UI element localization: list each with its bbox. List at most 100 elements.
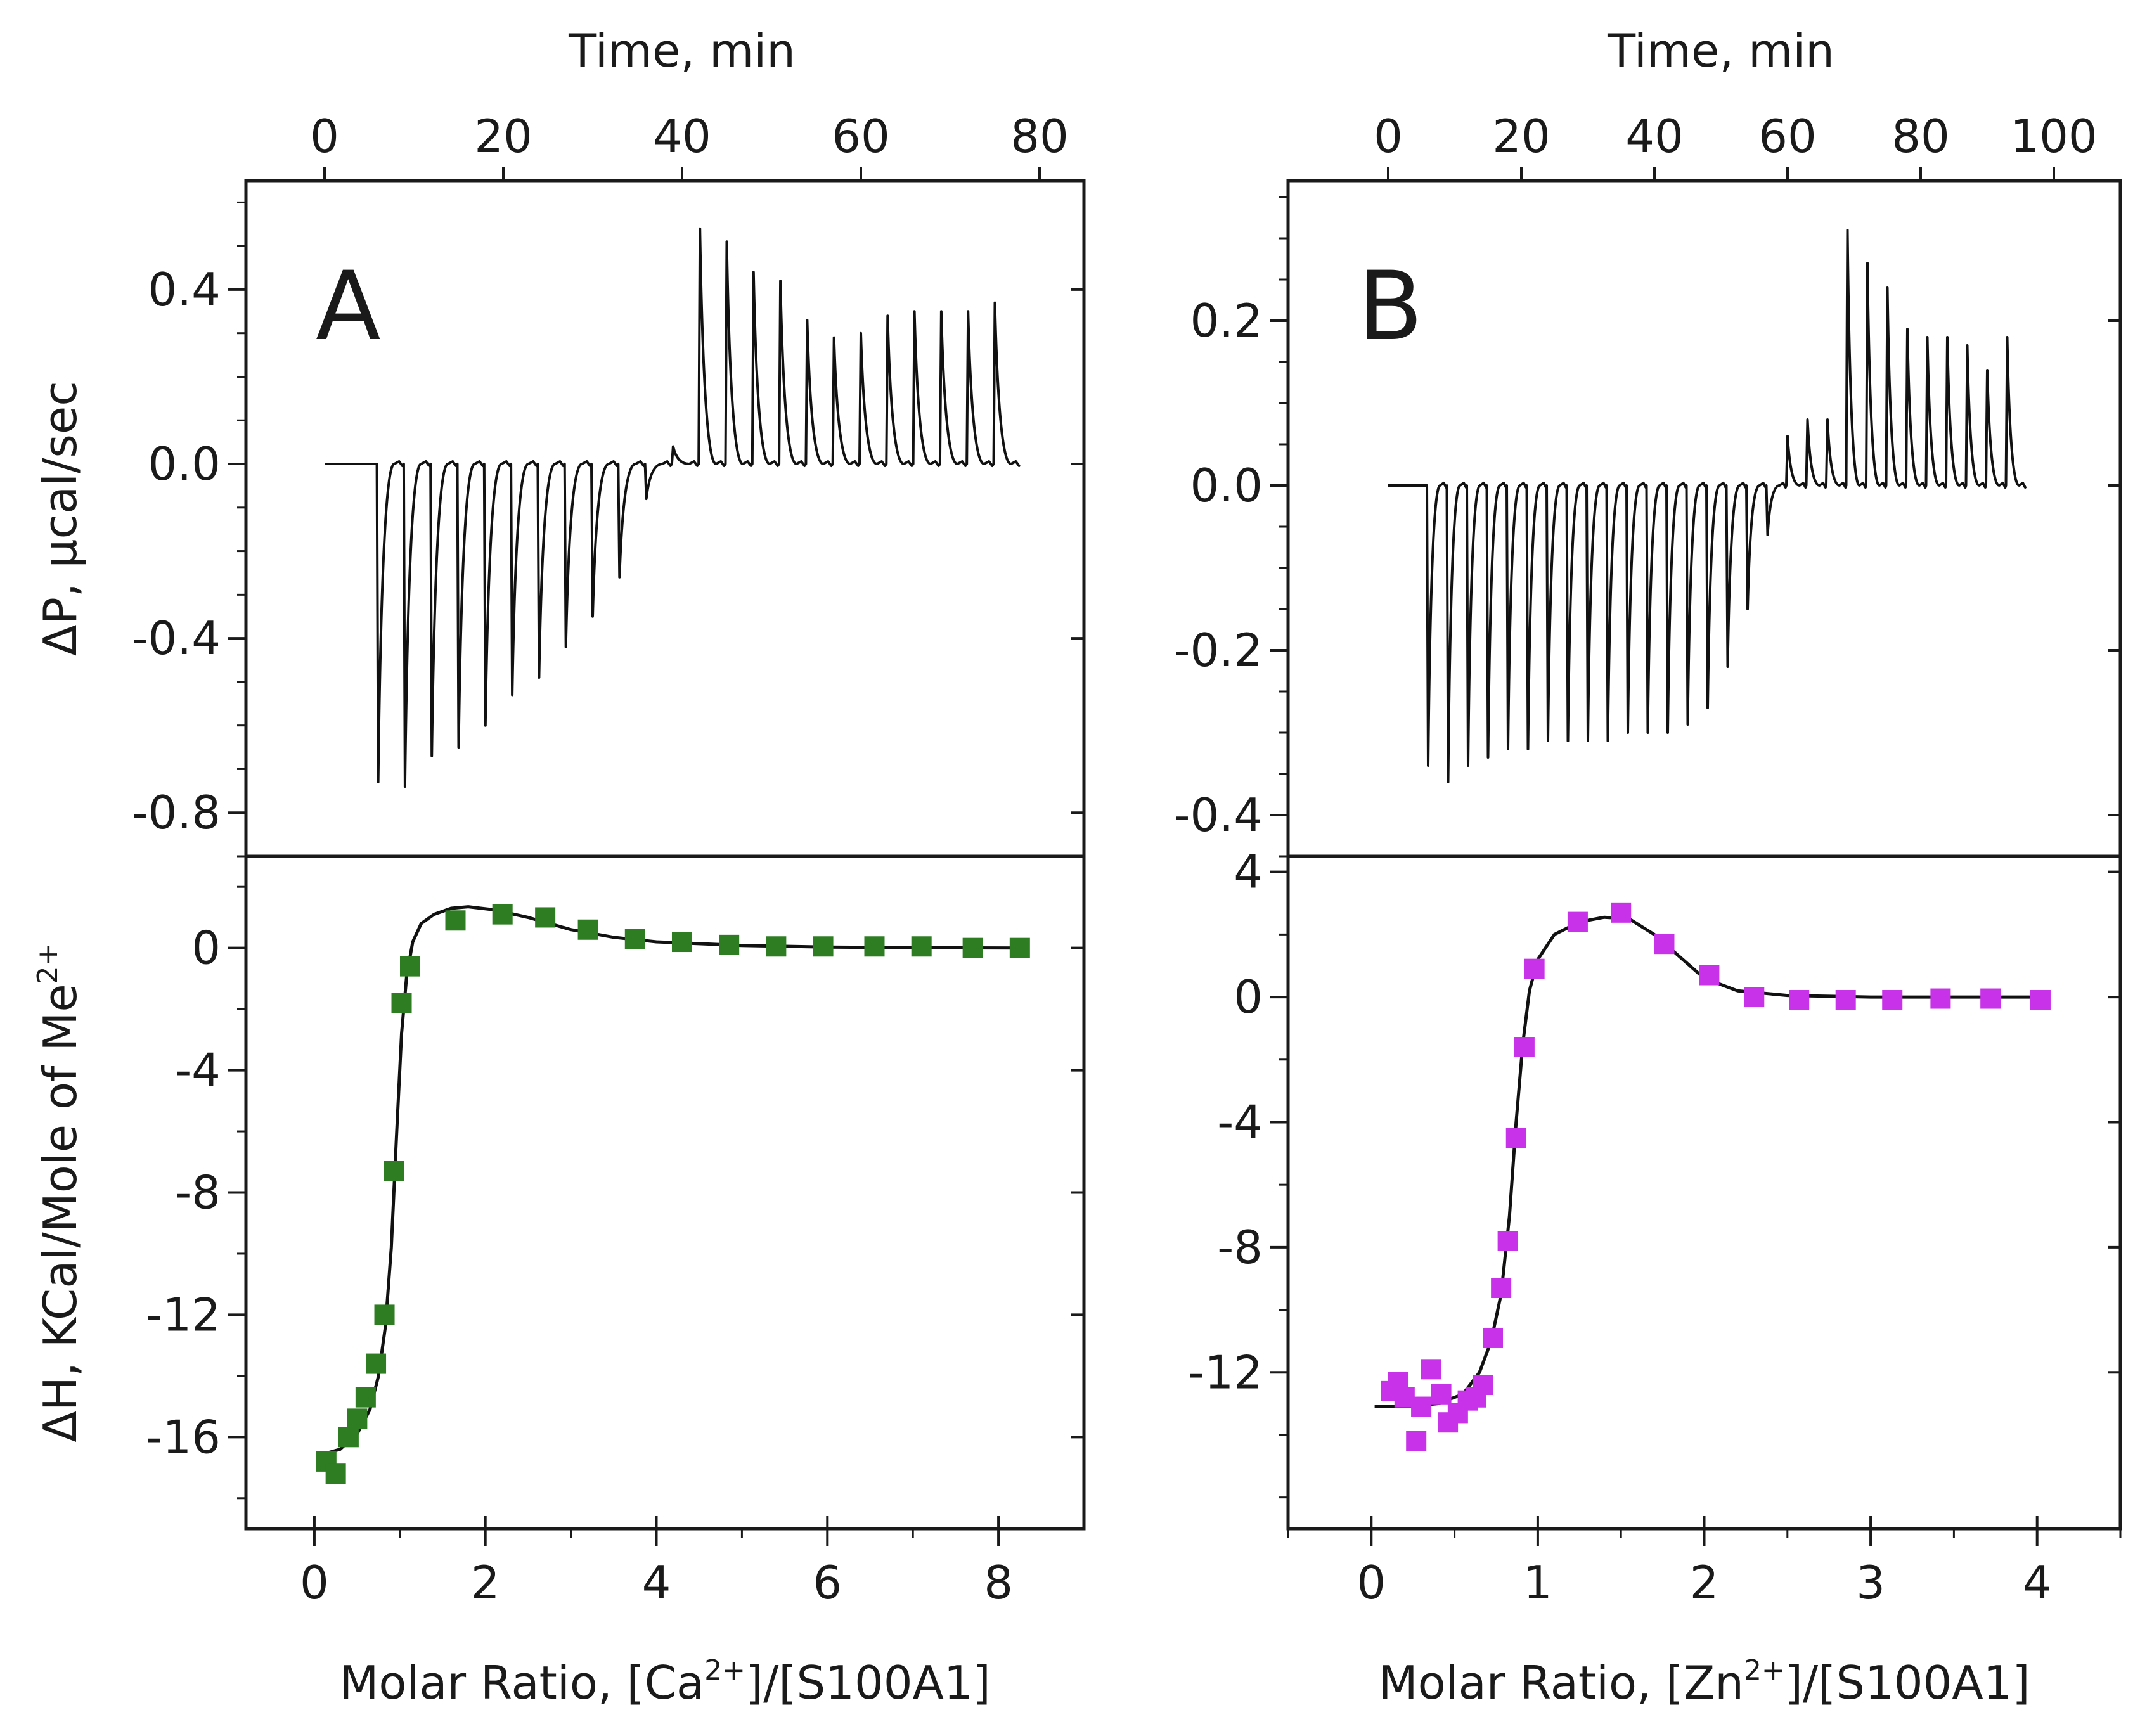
heat-data-point <box>347 1408 368 1429</box>
heat-data-point <box>1699 965 1720 986</box>
ratio-tick-label: 4 <box>642 1556 671 1609</box>
enthalpy-axis-title-sup: 2+ <box>32 942 64 984</box>
heat-data-point <box>374 1304 395 1325</box>
heat-data-point <box>766 936 787 957</box>
enthalpy-tick-label: -12 <box>146 1288 221 1341</box>
enthalpy-axis-title: ΔH, KCal/Mole of Me2+ <box>32 942 87 1442</box>
fit-curve <box>318 905 1024 1457</box>
heat-data-point <box>1980 988 2001 1009</box>
heat-data-point <box>2030 990 2051 1011</box>
heat-data-point <box>1421 1359 1441 1380</box>
enthalpy-tick-label: -12 <box>1188 1346 1263 1399</box>
heat-data-point <box>1567 911 1588 932</box>
time-tick-label: 80 <box>1010 110 1069 163</box>
panel-letter: B <box>1358 252 1423 362</box>
power-tick-label: -0.4 <box>1174 788 1263 842</box>
heat-data-point <box>1411 1396 1432 1417</box>
heat-data-point <box>1744 987 1765 1008</box>
enthalpy-tick-label: -16 <box>146 1410 221 1463</box>
heat-data-point <box>1514 1037 1535 1058</box>
heat-data-point <box>1491 1278 1512 1299</box>
time-tick-label: 60 <box>832 110 890 163</box>
ratio-tick-label: 2 <box>471 1556 500 1609</box>
heat-data-point <box>624 929 645 949</box>
ratio-tick-label: 3 <box>1856 1556 1885 1609</box>
heat-data-point <box>1009 937 1030 958</box>
power-tick-label: -0.8 <box>132 786 221 839</box>
thermogram-trace <box>325 227 1021 788</box>
power-tick-label: 0.0 <box>148 437 221 491</box>
ratio-axis-title: Molar Ratio, [Zn2+]/[S100A1] <box>1378 1654 2030 1709</box>
enthalpy-tick-label: -8 <box>175 1166 221 1219</box>
heat-data-point <box>338 1427 359 1448</box>
heat-data-point <box>1789 990 1810 1011</box>
heat-data-point <box>911 936 932 957</box>
ratio-tick-label: 0 <box>300 1556 329 1609</box>
heat-data-point <box>813 936 834 957</box>
ratio-tick-label: 0 <box>1357 1556 1386 1609</box>
heat-data-point <box>391 993 412 1013</box>
time-tick-label: 80 <box>1892 110 1950 163</box>
heat-data-point <box>325 1463 346 1484</box>
ratio-tick-label: 2 <box>1690 1556 1719 1609</box>
ratio-axis-title: Molar Ratio, [Ca2+]/[S100A1] <box>339 1654 991 1709</box>
time-axis-title: Time, min <box>1607 24 1834 77</box>
time-tick-label: 0 <box>310 110 339 163</box>
heat-data-point <box>1482 1327 1503 1348</box>
enthalpy-tick-label: 0 <box>1234 970 1263 1024</box>
power-axis-title: ΔP, μcal/sec <box>34 381 87 656</box>
heat-data-point <box>355 1387 376 1408</box>
ratio-axis-title-sup: 2+ <box>1744 1654 1785 1687</box>
heat-data-point <box>1473 1374 1493 1395</box>
heat-data-point <box>1654 934 1675 955</box>
power-tick-label: 0.2 <box>1190 294 1263 347</box>
enthalpy-tick-label: -4 <box>175 1044 221 1097</box>
power-tick-label: -0.2 <box>1174 624 1263 677</box>
heat-data-point <box>864 936 885 957</box>
time-tick-label: 20 <box>474 110 532 163</box>
ratio-axis-title-suffix: ]/[S100A1] <box>745 1656 991 1709</box>
time-tick-label: 20 <box>1492 110 1550 163</box>
power-tick-label: -0.4 <box>132 612 221 665</box>
time-tick-label: 40 <box>653 110 711 163</box>
power-tick-label: 0.0 <box>1190 459 1263 512</box>
ratio-axis-title-prefix: Molar Ratio, [Ca <box>339 1656 704 1709</box>
thermogram-trace <box>1388 229 2027 783</box>
heat-data-point <box>445 910 466 931</box>
ratio-tick-label: 8 <box>984 1556 1013 1609</box>
enthalpy-tick-label: -4 <box>1217 1095 1263 1148</box>
time-axis-title: Time, min <box>568 24 796 77</box>
heat-data-point <box>962 937 983 958</box>
enthalpy-tick-label: 0 <box>191 922 221 975</box>
heat-data-point <box>719 934 740 955</box>
ratio-tick-label: 1 <box>1523 1556 1552 1609</box>
ratio-axis-title-sup: 2+ <box>704 1654 745 1687</box>
heat-data-point <box>1431 1384 1452 1405</box>
enthalpy-axis-title-prefix: ΔH, KCal/Mole of Me <box>34 984 87 1442</box>
heat-data-point <box>384 1161 404 1181</box>
heat-data-point <box>1835 990 1856 1011</box>
time-tick-label: 40 <box>1625 110 1684 163</box>
heat-data-point <box>1505 1128 1526 1148</box>
time-tick-label: 100 <box>2010 110 2097 163</box>
enthalpy-tick-label: -8 <box>1217 1221 1263 1274</box>
ratio-tick-label: 4 <box>2023 1556 2052 1609</box>
heat-data-point <box>366 1353 387 1374</box>
heat-data-point <box>400 956 421 977</box>
heat-data-point <box>535 907 556 928</box>
panel-letter: A <box>316 252 381 362</box>
time-tick-label: 0 <box>1374 110 1403 163</box>
heat-data-point <box>492 904 513 925</box>
heat-data-point <box>1497 1230 1518 1251</box>
ratio-tick-label: 6 <box>813 1556 842 1609</box>
power-tick-label: 0.4 <box>148 263 221 316</box>
heat-data-point <box>1611 902 1632 923</box>
heat-data-point <box>1406 1431 1427 1451</box>
heat-data-point <box>671 932 692 953</box>
heat-data-point <box>1930 988 1951 1009</box>
enthalpy-tick-label: 4 <box>1234 845 1263 899</box>
ratio-axis-title-prefix: Molar Ratio, [Zn <box>1378 1656 1743 1709</box>
heat-data-point <box>577 919 598 940</box>
heat-data-point <box>1524 958 1545 979</box>
